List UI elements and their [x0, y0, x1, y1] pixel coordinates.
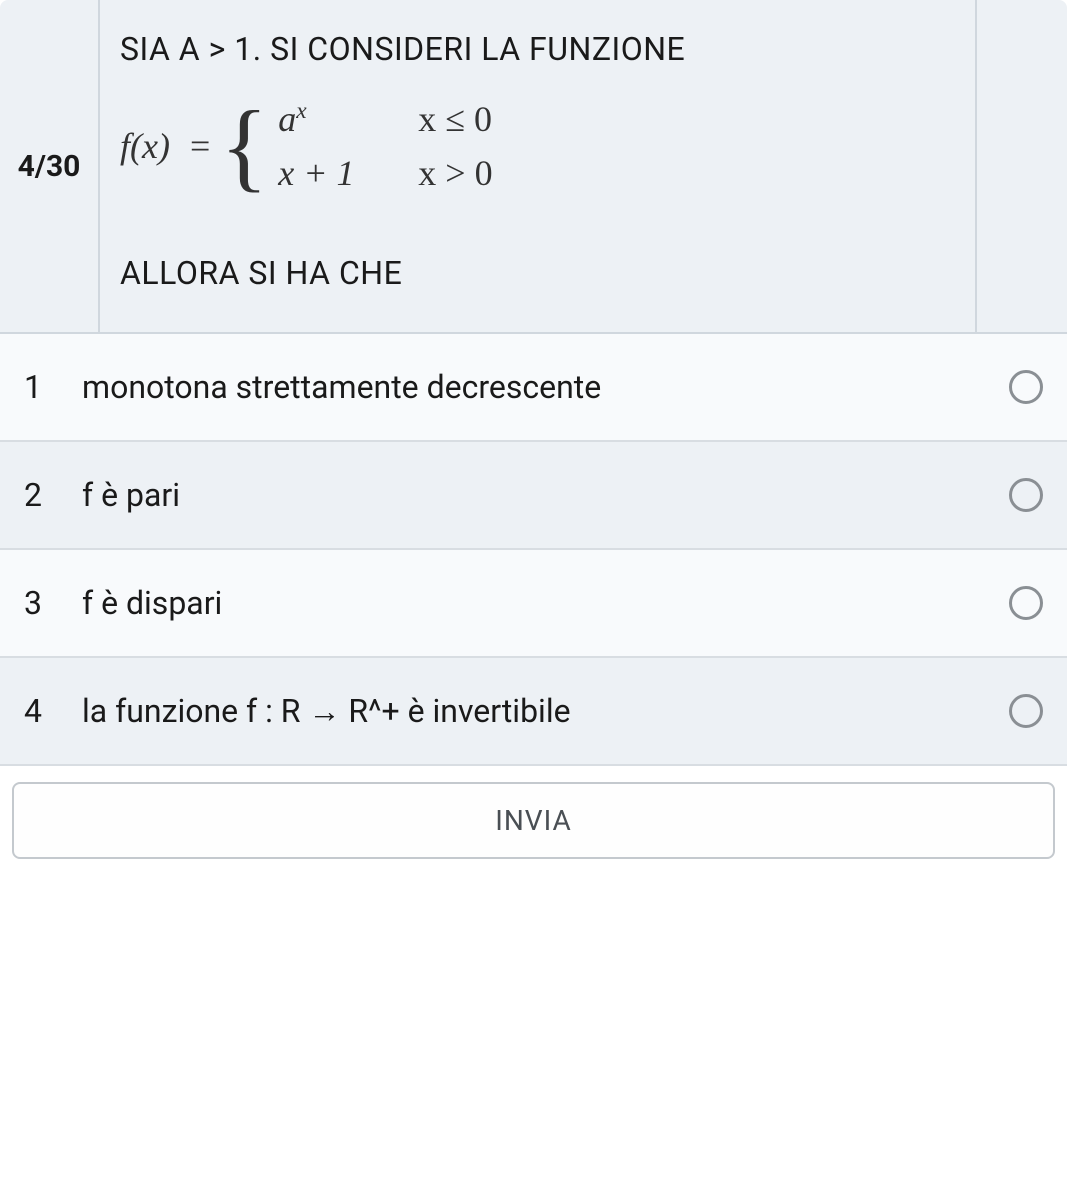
option-num: 2	[24, 476, 82, 514]
option-row-2[interactable]: 2 f è pari	[0, 442, 1067, 550]
option-num: 1	[24, 368, 82, 406]
question-header: 4/30 SIA A > 1. SI CONSIDERI LA FUNZIONE…	[0, 0, 1067, 334]
header-spacer	[977, 0, 1067, 332]
progress-cell: 4/30	[0, 0, 100, 332]
formula-case-2: x + 1 x > 0	[278, 152, 558, 194]
option-text: la funzione f : R → R^+ è invertibile	[82, 692, 989, 730]
radio-icon[interactable]	[1009, 586, 1043, 620]
case1-cond: x ≤ 0	[418, 98, 558, 140]
radio-icon[interactable]	[1009, 694, 1043, 728]
option-num: 3	[24, 584, 82, 622]
formula-lhs: f(x)	[120, 125, 170, 167]
formula-eq: =	[190, 125, 210, 167]
option-text: f è dispari	[82, 584, 989, 622]
case1-expr: ax	[278, 98, 418, 140]
option-row-1[interactable]: 1 monotona strettamente decrescente	[0, 334, 1067, 442]
radio-icon[interactable]	[1009, 370, 1043, 404]
submit-button[interactable]: INVIA	[12, 782, 1055, 859]
formula-cases: ax x ≤ 0 x + 1 x > 0	[278, 98, 558, 194]
case2-expr: x + 1	[278, 152, 418, 194]
options-list: 1 monotona strettamente decrescente 2 f …	[0, 334, 1067, 766]
question-intro: SIA A > 1. SI CONSIDERI LA FUNZIONE	[120, 30, 955, 68]
radio-icon[interactable]	[1009, 478, 1043, 512]
formula-brace: {	[220, 106, 268, 186]
option-row-3[interactable]: 3 f è dispari	[0, 550, 1067, 658]
option-row-4[interactable]: 4 la funzione f : R → R^+ è invertibile	[0, 658, 1067, 766]
case2-cond: x > 0	[418, 152, 558, 194]
progress-text: 4/30	[18, 149, 81, 184]
formula-case-1: ax x ≤ 0	[278, 98, 558, 140]
option-num: 4	[24, 692, 82, 730]
question-cell: SIA A > 1. SI CONSIDERI LA FUNZIONE f(x)…	[100, 0, 977, 332]
option-text: f è pari	[82, 476, 989, 514]
formula: f(x) = { ax x ≤ 0 x + 1 x > 0	[120, 98, 955, 194]
option-text: monotona strettamente decrescente	[82, 368, 989, 406]
quiz-container: 4/30 SIA A > 1. SI CONSIDERI LA FUNZIONE…	[0, 0, 1067, 889]
question-tail: ALLORA SI HA CHE	[120, 254, 955, 292]
submit-row: INVIA	[0, 766, 1067, 889]
